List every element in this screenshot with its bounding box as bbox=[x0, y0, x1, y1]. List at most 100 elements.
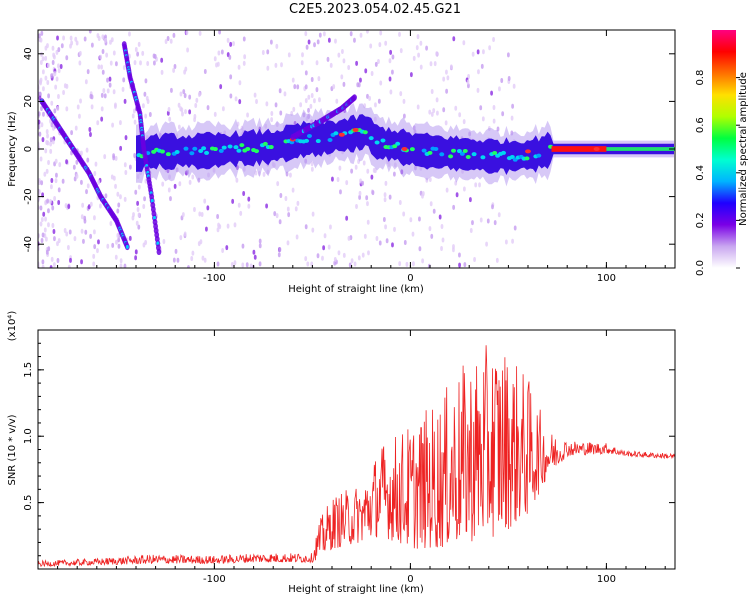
spectrogram-speckle bbox=[39, 221, 43, 227]
spectrogram-speckle bbox=[88, 127, 92, 133]
spectrogram-speckle bbox=[96, 120, 100, 126]
spectrogram-speckle bbox=[265, 101, 269, 107]
spectrogram-speckle bbox=[172, 32, 176, 38]
spectrogram-speckle bbox=[198, 30, 202, 36]
spectrogram-speckle bbox=[84, 229, 88, 235]
spectrogram-speckle bbox=[96, 248, 99, 254]
spectrogram-speckle bbox=[78, 60, 82, 66]
spectrogram-speckle bbox=[368, 95, 371, 101]
spectrogram-speckle bbox=[283, 91, 287, 97]
spectrogram-speckle bbox=[445, 187, 449, 193]
spectrogram-speckle bbox=[389, 89, 393, 95]
spectrogram-peak bbox=[536, 153, 542, 158]
spectrogram-speckle bbox=[57, 93, 60, 99]
spectrogram-speckle bbox=[65, 55, 69, 61]
spectrogram-speckle bbox=[65, 231, 69, 237]
spectrogram-peak bbox=[501, 150, 506, 155]
spectrogram-speckle bbox=[166, 35, 170, 41]
spectrogram-peak bbox=[174, 149, 180, 154]
spectrogram-speckle bbox=[112, 155, 116, 161]
spectrogram-speckle bbox=[511, 103, 515, 109]
spectrogram-speckle bbox=[471, 220, 474, 226]
spectrogram-speckle bbox=[304, 256, 308, 262]
spectrogram-speckle bbox=[444, 120, 448, 126]
spectrogram-speckle bbox=[337, 52, 341, 58]
spectrogram-speckle bbox=[333, 256, 337, 262]
spectrogram-speckle bbox=[45, 168, 49, 174]
spectrogram-speckle bbox=[327, 244, 331, 250]
spectrogram-speckle bbox=[490, 90, 493, 96]
spectrogram-speckle bbox=[134, 249, 138, 255]
spectrogram-speckle bbox=[42, 86, 45, 92]
spectrogram-speckle bbox=[167, 187, 171, 193]
spectrogram-speckle bbox=[265, 203, 268, 209]
spectrogram-speckle bbox=[47, 246, 51, 252]
spectrogram-speckle bbox=[63, 83, 67, 89]
spectrogram-speckle bbox=[440, 224, 444, 230]
spectrogram-speckle bbox=[90, 94, 94, 100]
spectrogram-y-ticks: -40 -20 0 20 40 bbox=[23, 47, 675, 252]
spectrogram-y-tick-label: -40 bbox=[23, 236, 34, 252]
spectrogram-speckle bbox=[311, 227, 315, 233]
spectrogram-y-tick-label: 40 bbox=[23, 47, 34, 60]
spectrogram-speckle bbox=[233, 260, 237, 266]
spectrogram-speckle bbox=[74, 125, 78, 131]
spectrogram-speckle bbox=[131, 113, 135, 119]
spectrogram-speckle bbox=[114, 103, 117, 109]
spectrogram-speckle bbox=[338, 165, 342, 171]
colorbar-ticks: 0.0 0.2 0.4 0.6 0.8 bbox=[695, 70, 740, 276]
spectrogram-peak bbox=[421, 148, 427, 153]
spectrogram-speckle bbox=[135, 220, 139, 226]
spectrogram-speckle bbox=[85, 147, 89, 153]
spectrogram-speckle bbox=[47, 93, 50, 99]
spectrogram-trace-descending-2 bbox=[156, 248, 162, 256]
spectrogram-peak bbox=[227, 144, 233, 149]
spectrogram-speckle bbox=[57, 199, 61, 205]
spectrogram-speckle bbox=[388, 58, 392, 64]
spectrogram-speckle bbox=[433, 61, 437, 67]
spectrogram-peak bbox=[198, 149, 204, 154]
spectrogram-speckle bbox=[233, 222, 237, 228]
spectrogram-speckle bbox=[347, 64, 351, 70]
spectrogram-speckle bbox=[62, 90, 65, 96]
spectrogram-speckle bbox=[458, 262, 461, 268]
spectrogram-speckle bbox=[101, 48, 105, 54]
spectrogram-speckle bbox=[418, 216, 421, 222]
spectrogram-speckle bbox=[141, 50, 145, 56]
spectrogram-speckle bbox=[510, 115, 514, 121]
spectrogram-speckle bbox=[191, 174, 195, 180]
spectrogram-trace-descending-2-core bbox=[156, 241, 160, 246]
spectrogram-speckle bbox=[45, 249, 49, 255]
spectrogram-speckle bbox=[286, 206, 290, 212]
spectrogram-speckle bbox=[49, 265, 53, 268]
spectrogram-speckle bbox=[137, 224, 141, 230]
spectrogram-speckle bbox=[134, 189, 138, 195]
spectrogram-speckle bbox=[436, 110, 439, 116]
spectrogram-speckle bbox=[74, 36, 78, 42]
spectrogram-peak bbox=[327, 138, 333, 143]
spectrogram-speckle bbox=[50, 256, 54, 262]
spectrogram-speckle bbox=[60, 43, 64, 49]
spectrogram-speckle bbox=[184, 109, 187, 115]
spectrogram-peak bbox=[492, 150, 498, 155]
spectrogram-speckle bbox=[75, 40, 79, 46]
spectrogram-speckle bbox=[246, 112, 249, 118]
spectrogram-speckle bbox=[61, 178, 65, 184]
spectrogram-speckle bbox=[332, 84, 336, 90]
spectrogram-speckle bbox=[67, 203, 71, 209]
spectrogram-peak bbox=[362, 130, 368, 135]
spectrogram-speckle bbox=[383, 197, 387, 203]
spectrogram-speckle bbox=[342, 252, 346, 258]
spectrogram-peak bbox=[459, 151, 465, 156]
spectrogram-speckle bbox=[51, 139, 55, 145]
spectrogram-speckle bbox=[67, 245, 70, 251]
spectrogram-speckle bbox=[78, 50, 82, 56]
spectrogram-speckle bbox=[476, 87, 480, 93]
spectrogram-peak bbox=[462, 148, 468, 153]
spectrogram-speckle bbox=[495, 257, 499, 263]
spectrogram-peak bbox=[245, 146, 251, 151]
spectrogram-speckle bbox=[393, 171, 396, 177]
spectrogram-speckle bbox=[55, 172, 58, 178]
spectrogram-speckle bbox=[221, 106, 225, 112]
spectrogram-speckle bbox=[511, 238, 514, 244]
